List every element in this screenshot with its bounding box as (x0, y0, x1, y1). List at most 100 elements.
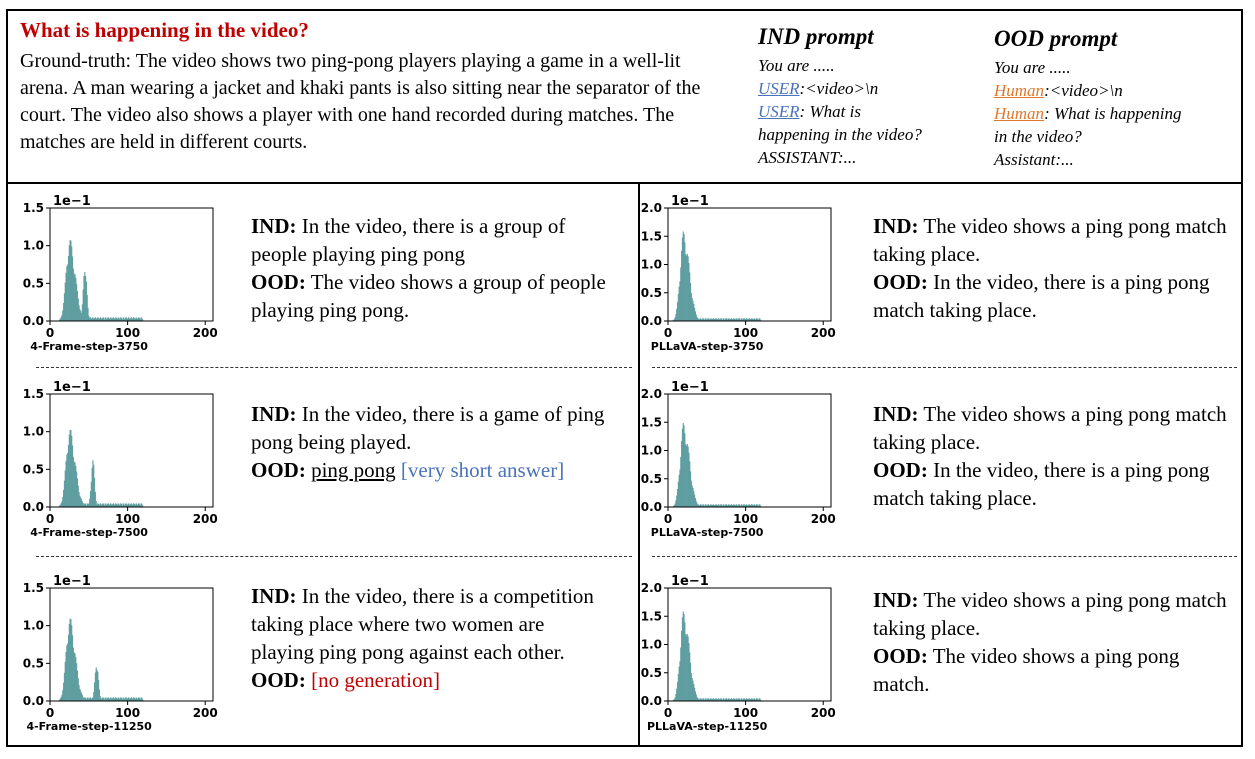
ind-label: IND: (873, 588, 919, 612)
histogram-bar (676, 495, 678, 507)
y-axis-multiplier: 1e−1 (671, 574, 709, 589)
y-axis-multiplier: 1e−1 (53, 380, 91, 395)
histogram-bar (107, 697, 109, 701)
histogram-bar (684, 242, 686, 321)
histogram-bar (94, 318, 96, 321)
ind-prompt-line-5: ASSISTANT:... (758, 148, 857, 167)
histogram-bar (748, 504, 750, 507)
histogram-bar (80, 692, 83, 701)
ind-label: IND: (873, 402, 919, 426)
histogram-bar (80, 310, 82, 321)
histogram-bar (130, 697, 132, 701)
histogram-bar (126, 318, 128, 321)
histogram-bar (123, 503, 125, 507)
histogram-bar (676, 489, 679, 507)
histogram-bar (703, 504, 705, 507)
histogram-bar (84, 272, 86, 321)
histogram-bar (119, 699, 121, 701)
histogram-bar (736, 318, 738, 321)
histogram-bar (745, 318, 747, 321)
histogram-bar (756, 698, 758, 701)
histogram-bar (729, 318, 732, 321)
ood-prompt-line-4: in the video? (994, 127, 1082, 146)
histogram-bar (121, 699, 123, 701)
histogram-bar (79, 688, 81, 701)
histogram-bar (728, 318, 730, 321)
ood-prompt-question-start: : What is happening (1044, 104, 1182, 123)
histogram-bar (747, 698, 749, 701)
ood-prompt-block: OOD prompt You are ..... Human:<video>\n… (994, 26, 1181, 171)
histogram-bar (675, 500, 677, 507)
histogram-bar (94, 477, 96, 507)
histogram-bar (104, 503, 106, 507)
histogram-bar (108, 504, 110, 507)
histogram-bar (685, 445, 688, 507)
ind-prompt-line-2: USER:<video>\n (758, 77, 922, 100)
histogram-bar (123, 317, 125, 321)
ind-prompt-line-4: happening in the video? (758, 125, 922, 144)
histogram-bar (728, 504, 730, 507)
histogram-bar (86, 294, 88, 321)
x-axis-label: PLLaVA-step-7500 (651, 526, 764, 539)
histogram-bar (83, 276, 85, 321)
histogram-bar (673, 505, 675, 507)
histogram-bar (716, 505, 719, 507)
x-tick-label: 200 (193, 512, 218, 526)
histogram-bar (677, 674, 679, 701)
histogram-bar (674, 317, 676, 321)
histogram-bar (136, 503, 138, 507)
y-tick-label: 1.5 (641, 229, 662, 243)
histogram-bar (713, 318, 715, 321)
ind-prompt-title: IND prompt (758, 24, 874, 49)
histogram-bar (110, 697, 112, 701)
y-tick-label: 1.5 (641, 609, 662, 623)
human-role-label: Human (994, 104, 1045, 123)
histogram-bar (693, 491, 695, 507)
histogram-bar (687, 256, 689, 321)
histogram-bar (757, 319, 759, 321)
histogram-bar (688, 642, 690, 701)
histogram-bar (729, 699, 731, 701)
histogram-bar (87, 307, 89, 321)
histogram-bar (124, 317, 127, 321)
histogram-bar (63, 672, 65, 701)
answer-block-4frame-3750: IND: In the video, there is a group of p… (251, 212, 611, 324)
histogram-bar (708, 319, 710, 321)
histogram-bar (721, 505, 723, 507)
histogram-bar (101, 505, 103, 507)
histogram-bar (125, 503, 127, 507)
histogram-bar (124, 505, 126, 507)
histogram-bar (65, 272, 67, 321)
histogram-bar (131, 504, 133, 507)
histogram-bar (125, 317, 127, 321)
histogram-bar (63, 682, 65, 701)
histogram-bar (699, 504, 701, 507)
histogram-bar (672, 699, 675, 701)
histogram-bar (90, 318, 92, 321)
histogram-bar (672, 505, 675, 507)
histogram-bar (743, 504, 745, 507)
histogram-bar (86, 697, 88, 701)
histogram-bar (738, 318, 740, 321)
histogram-bar (704, 504, 706, 507)
y-tick-label: 0.0 (23, 694, 44, 708)
y-tick-label: 1.5 (641, 415, 662, 429)
histogram-bar (715, 318, 717, 321)
histogram-bar (83, 504, 85, 507)
histogram-bar (747, 504, 749, 507)
histogram-bar (129, 698, 131, 701)
histogram-bar (730, 504, 732, 507)
ood-label: OOD: (251, 668, 306, 692)
histogram-bar (751, 504, 753, 507)
histogram-bar (102, 503, 105, 507)
histogram-bar (752, 699, 754, 701)
histogram-bar (65, 651, 67, 701)
histogram-bar (138, 503, 140, 507)
histogram-bar (83, 698, 85, 701)
histogram-bar (746, 698, 748, 701)
y-axis-multiplier: 1e−1 (671, 194, 709, 209)
histogram-bar (674, 697, 676, 701)
histogram-bar (750, 699, 752, 701)
histogram-bar (695, 694, 697, 701)
histogram-bar (71, 625, 73, 701)
